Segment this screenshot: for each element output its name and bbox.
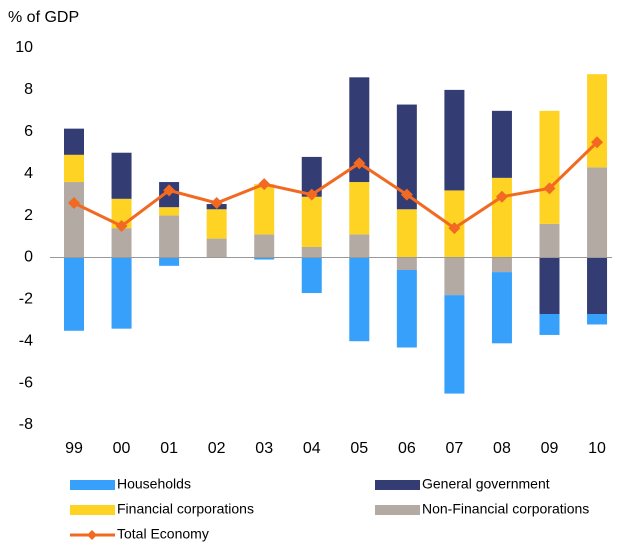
line-marker	[258, 178, 271, 191]
bar	[64, 154, 84, 183]
legend-swatch	[87, 530, 97, 540]
line-marker	[543, 182, 556, 195]
bar	[159, 207, 180, 216]
legend-label: Households	[117, 476, 191, 492]
bar	[301, 257, 322, 294]
bar	[491, 257, 512, 273]
x-tick-label: 07	[446, 440, 464, 457]
x-tick-label: 04	[303, 440, 321, 457]
bar	[396, 104, 417, 210]
bar	[159, 257, 180, 266]
legend-swatch	[375, 480, 420, 490]
x-tick-label: 06	[398, 440, 416, 457]
bar	[64, 257, 84, 331]
bar	[301, 156, 322, 197]
line-marker	[591, 136, 604, 149]
legend-swatch	[70, 480, 115, 490]
bar	[491, 177, 512, 258]
x-tick-label: 01	[160, 440, 178, 457]
y-tick-label: -4	[19, 332, 33, 349]
bar	[491, 110, 512, 178]
bar	[111, 228, 132, 258]
y-tick-label: -6	[19, 374, 33, 391]
bar	[539, 223, 560, 258]
bar	[396, 257, 417, 271]
y-tick-label: 4	[24, 165, 33, 182]
bar	[254, 257, 275, 260]
line-marker	[163, 184, 176, 197]
bar	[444, 89, 465, 191]
legend-swatch	[70, 505, 115, 515]
legend-label: Financial corporations	[117, 501, 254, 517]
bar	[206, 238, 227, 258]
bar	[539, 257, 560, 314]
bar	[396, 270, 417, 348]
bar	[111, 152, 132, 199]
bar	[349, 257, 370, 342]
bar	[254, 184, 275, 235]
y-tick-label: 8	[24, 81, 33, 98]
legend-label: Total Economy	[117, 526, 209, 542]
x-tick-label: 03	[255, 440, 273, 457]
bar	[587, 167, 608, 258]
y-tick-label: 0	[24, 249, 33, 266]
bar	[396, 209, 417, 258]
bar	[444, 257, 465, 296]
y-tick-label: 6	[24, 123, 33, 140]
bar	[206, 209, 227, 239]
bar	[349, 182, 370, 235]
x-tick-label: 08	[493, 440, 511, 457]
y-tick-label: -2	[19, 291, 33, 308]
bar	[587, 257, 608, 314]
y-tick-label: 2	[24, 207, 33, 224]
y-tick-label: -8	[19, 416, 33, 433]
bar	[111, 257, 132, 329]
bar	[64, 182, 84, 258]
bar	[539, 110, 560, 224]
x-tick-label: 99	[65, 440, 83, 457]
bar	[301, 196, 322, 247]
bar	[349, 77, 370, 183]
legend-swatch	[375, 505, 420, 515]
line	[73, 141, 599, 230]
x-tick-label: 10	[588, 440, 606, 457]
y-axis-label: % of GDP	[8, 9, 79, 26]
x-tick-label: 05	[350, 440, 368, 457]
x-tick-label: 00	[113, 440, 131, 457]
bar	[587, 74, 608, 168]
x-tick-label: 02	[208, 440, 226, 457]
line-marker	[305, 188, 318, 201]
line-marker	[210, 196, 223, 209]
line-marker	[115, 220, 128, 233]
bar	[491, 272, 512, 344]
bar	[444, 295, 465, 394]
y-tick-label: 10	[15, 39, 33, 56]
bar	[254, 234, 275, 258]
line-marker	[353, 157, 366, 170]
bar	[587, 313, 608, 325]
legend-label: General government	[422, 476, 550, 492]
bar	[301, 246, 322, 258]
bar	[64, 128, 84, 155]
line-marker	[495, 190, 508, 203]
legend-label: Non-Financial corporations	[422, 501, 589, 517]
bar	[159, 215, 180, 258]
x-tick-label: 09	[541, 440, 559, 457]
line-marker	[400, 188, 413, 201]
line-marker	[448, 222, 461, 235]
bar	[539, 313, 560, 335]
bar	[349, 234, 370, 258]
line-marker	[68, 196, 80, 209]
